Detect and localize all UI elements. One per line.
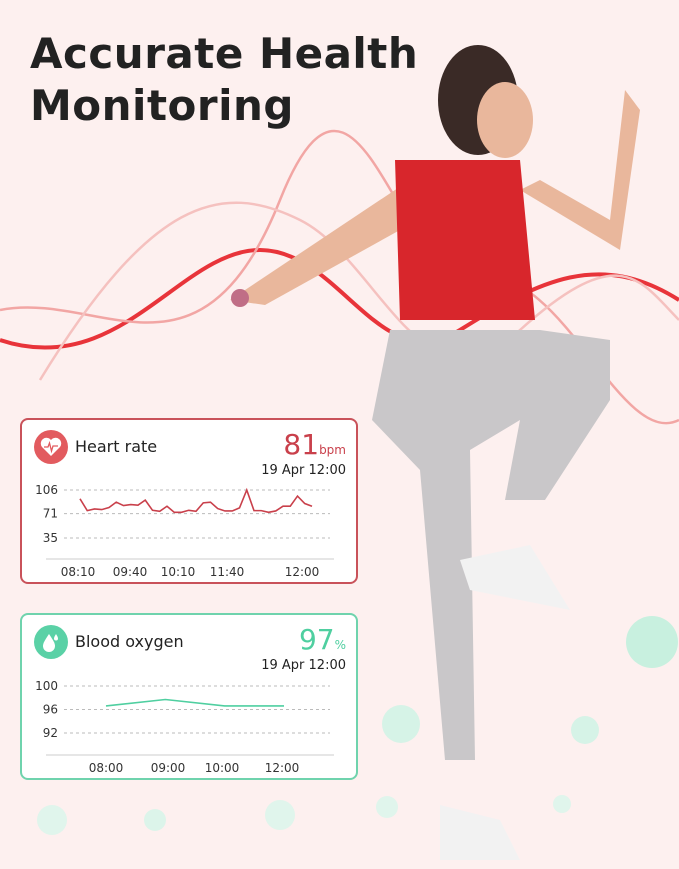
heart-rate-card: Heart rate 81bpm 19 Apr 12:00 106 71 35 08:… bbox=[20, 418, 358, 584]
blood-oxygen-chart: 100 96 92 08:00 09:00 10:00 12:00 bbox=[35, 679, 334, 775]
heart-rate-chart: 106 71 35 08:10 09:40 10:10 11:40 12:00 bbox=[35, 483, 334, 579]
x-tick-label: 12:00 bbox=[265, 761, 300, 775]
x-tick-label: 09:00 bbox=[151, 761, 186, 775]
x-tick-label: 09:40 bbox=[113, 565, 148, 579]
x-tick-label: 08:10 bbox=[61, 565, 96, 579]
woman-athlete-photo bbox=[230, 45, 640, 860]
x-tick-label: 12:00 bbox=[285, 565, 320, 579]
blood-oxygen-value: 97% bbox=[299, 623, 346, 656]
heart-rate-number: 81 bbox=[283, 428, 320, 461]
headline-line-1: Accurate Health bbox=[30, 29, 419, 78]
blood-oxygen-card: Blood oxygen 97% 19 Apr 12:00 100 96 92 08:… bbox=[20, 613, 358, 780]
wave-lines bbox=[0, 129, 679, 425]
heart-rate-value: 81bpm bbox=[283, 428, 346, 461]
x-tick-label: 08:00 bbox=[89, 761, 124, 775]
heart-rate-series-line bbox=[79, 487, 313, 514]
heart-rate-timestamp: 19 Apr 12:00 bbox=[261, 463, 346, 478]
blood-oxygen-timestamp: 19 Apr 12:00 bbox=[261, 658, 346, 673]
headline: Accurate Health Monitoring bbox=[30, 28, 418, 132]
bubbles bbox=[37, 616, 678, 835]
blood-oxygen-number: 97 bbox=[298, 623, 335, 656]
heart-rate-unit: bpm bbox=[319, 443, 346, 457]
y-tick-label: 96 bbox=[43, 703, 58, 717]
heart-pulse-icon bbox=[34, 430, 68, 464]
heart-rate-label: Heart rate bbox=[75, 437, 158, 456]
blood-oxygen-series-line bbox=[105, 698, 284, 707]
y-tick-label: 92 bbox=[43, 726, 58, 740]
y-tick-label: 71 bbox=[43, 507, 58, 521]
x-tick-label: 11:40 bbox=[210, 565, 245, 579]
x-tick-label: 10:10 bbox=[161, 565, 196, 579]
blood-oxygen-unit: % bbox=[334, 638, 346, 652]
y-tick-label: 100 bbox=[35, 679, 58, 693]
water-drop-icon bbox=[34, 625, 68, 659]
blood-oxygen-label: Blood oxygen bbox=[75, 632, 184, 651]
x-tick-label: 10:00 bbox=[205, 761, 240, 775]
y-tick-label: 35 bbox=[43, 531, 58, 545]
y-tick-label: 106 bbox=[35, 483, 58, 497]
headline-line-2: Monitoring bbox=[30, 81, 294, 130]
